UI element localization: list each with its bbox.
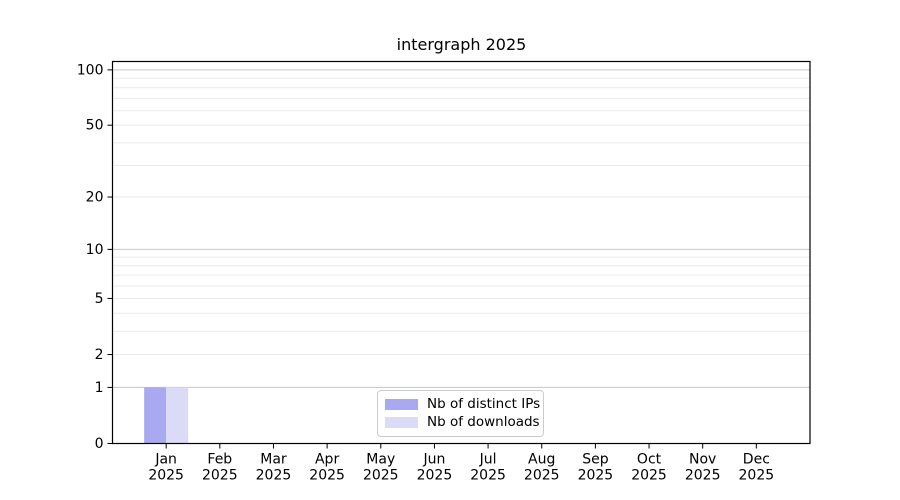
plot-frame — [111, 60, 811, 445]
x-tick-label-year: 2025 — [363, 468, 399, 484]
legend-swatch-distinct-ips — [385, 398, 418, 410]
x-tick-label-year: 2025 — [524, 468, 560, 484]
x-tick-label-month: Aug — [528, 452, 555, 468]
x-tick-label-month: Apr — [315, 452, 339, 468]
legend: Nb of distinct IPs Nb of downloads — [377, 390, 544, 437]
x-tick-label-month: Mar — [260, 452, 287, 468]
y-tick-label: 1 — [95, 380, 104, 396]
y-tick-label: 100 — [77, 62, 104, 78]
x-tick-label-year: 2025 — [739, 468, 775, 484]
x-tick-label-year: 2025 — [417, 468, 453, 484]
x-tick-label-month: Jan — [154, 452, 177, 468]
x-tick-label-year: 2025 — [578, 468, 614, 484]
x-tick-label-year: 2025 — [256, 468, 292, 484]
bar-nb-of-downloads — [166, 387, 189, 444]
x-tick-label-month: Nov — [689, 452, 716, 468]
y-tick-label: 20 — [86, 190, 104, 206]
x-tick-label-year: 2025 — [470, 468, 506, 484]
x-tick-label-year: 2025 — [148, 468, 184, 484]
x-tick-label-month: Sep — [582, 452, 609, 468]
x-tick-label-month: May — [366, 452, 395, 468]
y-tick-label: 2 — [95, 347, 104, 363]
legend-label-distinct-ips: Nb of distinct IPs — [427, 395, 541, 412]
x-tick-label-year: 2025 — [685, 468, 721, 484]
x-tick-label-month: Jul — [479, 452, 497, 468]
x-tick-label-month: Oct — [637, 452, 662, 468]
y-tick-label: 0 — [95, 436, 104, 452]
y-tick-label: 5 — [95, 291, 104, 307]
y-tick-label: 50 — [86, 118, 104, 134]
x-tick-label-year: 2025 — [309, 468, 345, 484]
bar-nb-of-distinct-ips — [144, 387, 167, 444]
legend-swatch-downloads — [385, 417, 418, 429]
x-tick-label-year: 2025 — [631, 468, 667, 484]
y-tick-label: 10 — [86, 242, 104, 258]
x-tick-label-month: Dec — [743, 452, 770, 468]
legend-label-downloads: Nb of downloads — [427, 413, 540, 430]
legend-item-distinct-ips: Nb of distinct IPs — [385, 395, 541, 412]
legend-item-downloads: Nb of downloads — [385, 413, 540, 430]
x-tick-label-month: Jun — [422, 452, 445, 468]
x-tick-label-month: Feb — [207, 452, 232, 468]
x-tick-label-year: 2025 — [202, 468, 238, 484]
chart-title: intergraph 2025 — [396, 35, 527, 54]
